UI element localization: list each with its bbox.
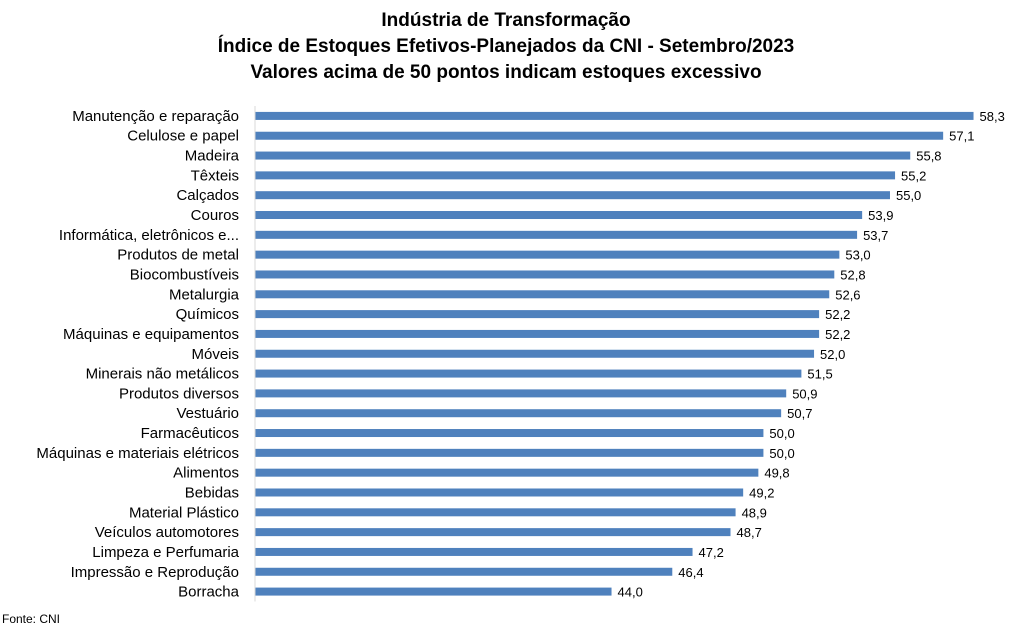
chart-title-line-1: Indústria de Transformação: [381, 10, 631, 31]
value-label: 52,2: [825, 307, 850, 322]
value-label: 55,2: [901, 168, 926, 183]
bar: [255, 488, 744, 497]
category-label: Limpeza e Perfumaria: [92, 544, 239, 561]
category-label: Móveis: [191, 346, 239, 363]
category-label: Químicos: [176, 306, 239, 323]
value-label: 51,5: [807, 367, 832, 382]
value-label: 55,0: [896, 188, 921, 203]
category-label: Alimentos: [173, 465, 239, 482]
value-label: 52,2: [825, 327, 850, 342]
category-label: Celulose e papel: [127, 128, 239, 145]
category-label: Farmacêuticos: [141, 425, 239, 442]
bar: [255, 211, 863, 220]
bar: [255, 290, 830, 299]
bar: [255, 310, 820, 319]
category-label: Produtos de metal: [117, 247, 239, 264]
bar: [255, 468, 759, 477]
category-label: Borracha: [178, 584, 240, 601]
category-label: Têxteis: [191, 167, 239, 184]
value-label: 53,9: [868, 208, 893, 223]
category-label: Máquinas e equipamentos: [63, 326, 239, 343]
value-label: 57,1: [949, 129, 974, 144]
category-label: Veículos automotores: [95, 524, 239, 541]
category-label: Impressão e Reprodução: [71, 564, 239, 581]
bar-group: Manutenção e reparação 58,3 Celulose e pap…: [36, 106, 1005, 602]
category-label: Material Plástico: [129, 504, 239, 521]
value-label: 53,0: [845, 248, 870, 263]
bar: [255, 329, 820, 338]
category-label: Informática, eletrônicos e...: [59, 227, 239, 244]
chart-title-line-3: Valores acima de 50 pontos indicam estoq…: [250, 62, 762, 83]
bar: [255, 191, 890, 200]
category-label: Produtos diversos: [119, 385, 239, 402]
value-label: 58,3: [980, 109, 1005, 124]
value-label: 48,9: [742, 505, 767, 520]
category-label: Vestuário: [176, 405, 239, 422]
bar: [255, 369, 802, 378]
bar: [255, 508, 736, 517]
bar: [255, 270, 835, 279]
category-label: Minerais não metálicos: [86, 366, 239, 383]
value-label: 47,2: [699, 545, 724, 560]
category-label: Bebidas: [185, 484, 239, 501]
value-label: 49,2: [749, 485, 774, 500]
bar: [255, 111, 974, 120]
bar: [255, 587, 612, 596]
category-label: Manutenção e reparação: [72, 108, 239, 125]
category-label: Calçados: [176, 187, 239, 204]
category-label: Metalurgia: [169, 286, 240, 303]
value-label: 50,0: [769, 426, 794, 441]
bar: [255, 250, 840, 259]
bar: [255, 567, 673, 576]
value-label: 46,4: [678, 565, 703, 580]
value-label: 52,8: [840, 267, 865, 282]
bar: [255, 448, 764, 457]
value-label: 48,7: [737, 525, 762, 540]
bar: [255, 389, 787, 398]
bar: [255, 131, 944, 140]
value-label: 52,0: [820, 347, 845, 362]
category-label: Couros: [191, 207, 239, 224]
source-note: Fonte: CNI: [2, 612, 61, 626]
value-label: 50,7: [787, 406, 812, 421]
category-label: Biocombustíveis: [130, 266, 239, 283]
value-label: 49,8: [764, 466, 789, 481]
bar: [255, 230, 858, 239]
value-label: 53,7: [863, 228, 888, 243]
bar: [255, 409, 782, 418]
value-label: 52,6: [835, 287, 860, 302]
category-label: Madeira: [185, 148, 240, 165]
category-label: Máquinas e materiais elétricos: [36, 445, 239, 462]
bar: [255, 349, 815, 358]
value-label: 55,8: [916, 149, 941, 164]
value-label: 50,0: [769, 446, 794, 461]
bar: [255, 429, 764, 438]
bar: [255, 547, 693, 556]
chart-title: Indústria de Transformação Índice de Est…: [0, 8, 1012, 86]
bar: [255, 171, 896, 180]
bar: [255, 528, 731, 537]
bar: [255, 151, 911, 160]
value-label: 44,0: [618, 585, 643, 600]
chart-title-line-2: Índice de Estoques Efetivos-Planejados d…: [217, 36, 795, 57]
value-label: 50,9: [792, 386, 817, 401]
